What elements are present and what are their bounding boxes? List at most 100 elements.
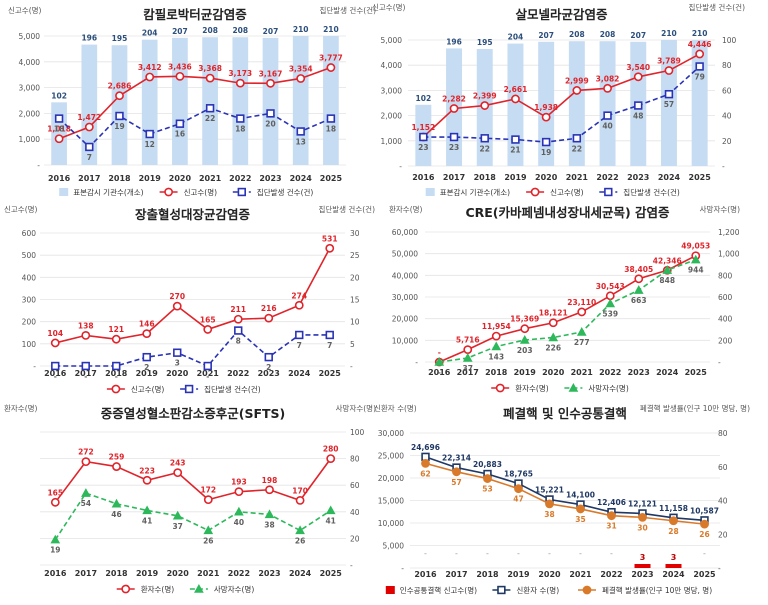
left-tick-label: 4,000 — [19, 58, 41, 67]
data-point — [548, 332, 559, 342]
data-label: 12,121 — [628, 499, 657, 508]
bar-value-label: 102 — [51, 91, 67, 100]
left-tick-label: 20,000 — [392, 315, 418, 324]
data-label: 1,018 — [47, 125, 71, 134]
data-point — [690, 254, 701, 264]
data-label: 3,436 — [168, 62, 192, 71]
right-tick-label: 400 — [718, 315, 733, 324]
data-point — [633, 72, 643, 82]
legend-marker — [237, 187, 246, 197]
category-label: 2021 — [569, 570, 592, 579]
category-label: 2024 — [290, 174, 313, 183]
data-point — [81, 361, 90, 371]
category-label: 2016 — [414, 570, 437, 579]
legend-marker — [194, 583, 204, 593]
right-tick-label: - — [718, 358, 721, 367]
right-axis-label: 폐결핵 발생률(인구 10만 명당, 명) — [640, 403, 750, 413]
bar-value-label: 208 — [202, 26, 218, 35]
category-label: 2021 — [199, 174, 222, 183]
data-point — [603, 83, 612, 93]
category-label: 2023 — [259, 174, 281, 183]
right-tick-label: - — [350, 362, 353, 371]
left-tick-label: 20,000 — [378, 474, 404, 483]
data-point — [266, 109, 275, 118]
left-tick-label: 2,000 — [381, 112, 403, 121]
data-label: 21 — [510, 146, 520, 155]
data-label: 2,282 — [442, 94, 466, 103]
right-axis-label: 집단발생 건수(건) — [318, 204, 375, 214]
category-label: 2018 — [485, 368, 508, 377]
legend-marker — [568, 382, 579, 392]
left-tick-label: 200 — [22, 318, 37, 327]
right-tick-label: - — [350, 561, 353, 570]
data-label: - — [438, 368, 441, 377]
category-label: 2023 — [258, 569, 280, 578]
left-tick-label: - — [33, 362, 36, 371]
legend-label: 환자수(명) — [141, 584, 175, 594]
category-label: 2023 — [631, 570, 653, 579]
category-label: 2018 — [105, 369, 128, 378]
data-label: 2,999 — [565, 76, 589, 85]
category-label: 2018 — [108, 174, 131, 183]
category-label: 2017 — [78, 174, 100, 183]
data-point — [491, 331, 501, 341]
data-label: 121 — [108, 325, 124, 334]
category-label: 2019 — [136, 569, 159, 578]
data-point — [142, 475, 152, 485]
category-label: 2025 — [319, 369, 342, 378]
data-label: 26 — [295, 536, 305, 545]
data-point — [115, 91, 124, 101]
category-label: 2021 — [571, 368, 594, 377]
data-point — [325, 505, 336, 515]
bar-value-label: 3 — [671, 553, 677, 562]
data-label: 138 — [78, 321, 94, 330]
left-axis-label: 환자수(명) — [389, 204, 423, 214]
bar — [111, 45, 128, 165]
data-label: 18 — [326, 125, 336, 134]
data-label: 3,777 — [319, 54, 343, 63]
data-point — [142, 329, 152, 339]
data-label: 226 — [545, 344, 561, 353]
bar — [81, 44, 98, 165]
left-tick-label: 1,000 — [381, 137, 403, 146]
category-label: 2019 — [139, 174, 162, 183]
data-label: 3,789 — [657, 57, 681, 66]
left-tick-label: 600 — [22, 229, 37, 238]
bar-value-label: 210 — [323, 25, 339, 34]
legend-label: 표본감시 기관수(개소) — [440, 187, 510, 197]
data-point — [264, 352, 273, 362]
data-label: 18 — [235, 125, 245, 134]
data-point — [112, 361, 121, 371]
left-tick-label: 3,000 — [381, 86, 403, 95]
category-label: 2017 — [443, 173, 465, 182]
bar-value-label: 210 — [293, 25, 309, 34]
right-tick-label: 80 — [350, 455, 360, 464]
data-point — [576, 504, 585, 514]
data-point — [511, 94, 520, 104]
right-tick-label: 20 — [350, 273, 360, 282]
category-label: 2019 — [514, 368, 537, 377]
bar — [232, 37, 249, 165]
data-label: 20 — [265, 119, 275, 128]
bar-value-label: 207 — [172, 27, 188, 36]
data-label: 48 — [633, 112, 643, 121]
data-point — [664, 66, 674, 75]
data-label: 270 — [169, 292, 185, 301]
right-tick-label: 60 — [722, 86, 732, 95]
right-tick-label: 15 — [350, 296, 360, 305]
data-point — [112, 462, 121, 471]
data-label: 14,100 — [566, 491, 595, 500]
data-point — [205, 104, 215, 113]
legend-marker — [497, 585, 506, 595]
data-label: 37 — [463, 364, 473, 373]
data-point — [145, 129, 154, 139]
right-tick-label: 20 — [718, 530, 728, 539]
left-tick-label: 2,000 — [19, 109, 41, 118]
category-label: 2019 — [504, 173, 527, 182]
data-label: 19 — [541, 148, 551, 157]
data-label: 143 — [488, 353, 504, 362]
right-tick-label: 200 — [718, 336, 733, 345]
data-point — [264, 313, 274, 323]
